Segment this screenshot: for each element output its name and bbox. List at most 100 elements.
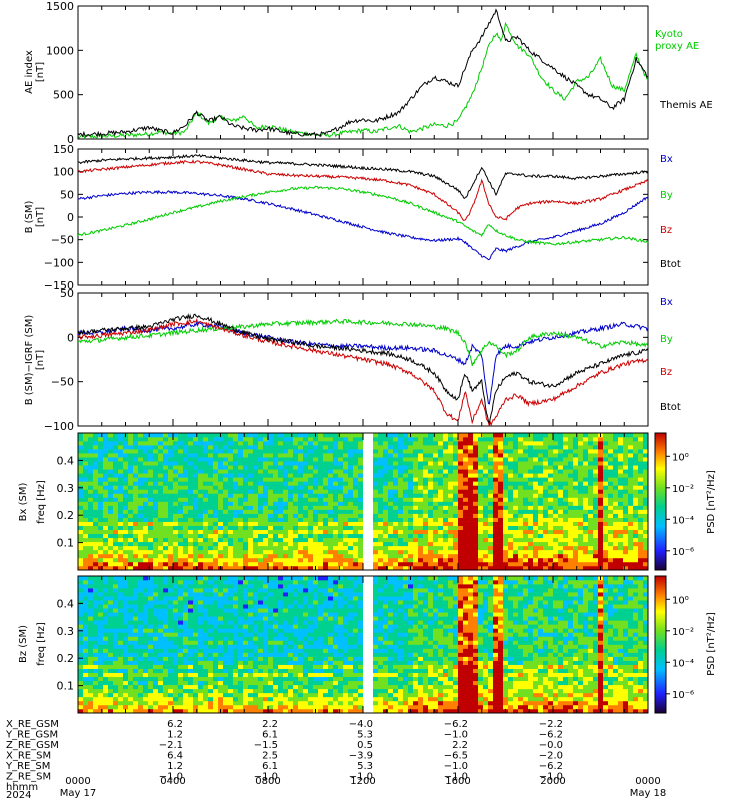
spectrogram-cell [238, 505, 244, 510]
spectrogram-cell [618, 513, 624, 518]
spectrogram-cell [118, 696, 124, 702]
spectrogram-cell [123, 465, 129, 470]
spectrogram-cell [423, 477, 429, 482]
spectrogram-cell [98, 676, 104, 682]
spectrogram-cell [433, 497, 439, 502]
spectrogram-cell [373, 525, 379, 531]
spectrogram-cell [503, 537, 509, 543]
spectrogram-cell [493, 513, 499, 518]
spectrogram-cell [578, 509, 584, 514]
spectrogram-cell [498, 481, 504, 486]
spectrogram-cell [328, 481, 334, 486]
spectrogram-cell [578, 537, 584, 543]
spectrogram-cell [343, 517, 349, 522]
spectrogram-cell [128, 533, 134, 539]
spectrogram-cell [433, 473, 439, 478]
spectrogram-cell [448, 437, 454, 442]
spectrogram-cell [628, 437, 634, 442]
spectrogram-cell [323, 449, 329, 454]
spectrogram-cell [93, 692, 99, 698]
spectrogram-cell [93, 465, 99, 470]
spectrogram-cell [328, 537, 334, 543]
spectrogram-cell [503, 545, 509, 551]
spectrogram-cell [278, 501, 284, 506]
spectrogram-cell [523, 533, 529, 539]
spectrogram-cell [93, 533, 99, 539]
spectrogram-cell [138, 545, 144, 551]
spectrogram-cell [163, 644, 169, 649]
spectrogram-cell [483, 477, 489, 482]
spectrogram-cell [208, 485, 214, 490]
spectrogram-cell [158, 684, 164, 690]
spectrogram-cell [638, 533, 644, 539]
spectrogram-cell [588, 497, 594, 502]
spectrogram-cell [188, 636, 194, 641]
spectrogram-cell [608, 445, 614, 450]
spectrogram-cell [148, 696, 154, 702]
spectrogram-cell [188, 497, 194, 502]
spectrogram-cell [273, 521, 279, 526]
spectrogram-cell [463, 481, 469, 486]
spectrogram-cell [88, 561, 94, 567]
spectrogram-cell [448, 469, 454, 474]
spectrogram-cell [488, 541, 494, 547]
spectrogram-cell [318, 557, 324, 563]
spectrogram-cell [168, 648, 174, 653]
spectrogram-cell [168, 664, 174, 669]
spectrogram-cell [203, 525, 209, 531]
spectrogram-cell [208, 453, 214, 458]
spectrogram-cell [383, 565, 389, 571]
spectrogram-cell [93, 457, 99, 462]
spectrogram-cell [343, 529, 349, 535]
spectrogram-cell [343, 489, 349, 494]
spectrogram-cell [533, 473, 539, 478]
ytick-label: 100 [53, 166, 74, 179]
spectrogram-cell [148, 652, 154, 657]
spectrogram-cell [318, 465, 324, 470]
spectrogram-cell [253, 545, 259, 551]
spectrogram-cell [438, 521, 444, 526]
spectrogram-cell [203, 684, 209, 690]
spectrogram-cell [188, 529, 194, 535]
spectrogram-cell [98, 453, 104, 458]
spectrogram-cell [208, 628, 214, 633]
spectrogram-cell [78, 660, 84, 665]
spectrogram-cell [403, 465, 409, 470]
spectrogram-cell [88, 624, 94, 629]
spectrogram-cell [148, 469, 154, 474]
spectrogram-cell [158, 592, 164, 597]
spectrogram-cell [193, 445, 199, 450]
spectrogram-cell [173, 632, 179, 637]
spectrogram-cell [503, 557, 509, 563]
spectrogram-cell [143, 636, 149, 641]
spectrogram-cell [128, 453, 134, 458]
spectrogram-cell [353, 513, 359, 518]
spectrogram-cell [83, 529, 89, 535]
spectrogram-cell [123, 620, 129, 625]
spectrogram-cell [518, 469, 524, 474]
spectrogram-cell [413, 505, 419, 510]
spectrogram-cell [193, 561, 199, 567]
spectrogram-cell [88, 664, 94, 669]
spectrogram-cell [173, 596, 179, 601]
spectrogram-cell [128, 461, 134, 466]
spectrogram-cell [443, 545, 449, 551]
spectrogram-cell [608, 485, 614, 490]
spectrogram-cell [628, 553, 634, 559]
spectrogram-cell [403, 537, 409, 543]
spectrogram-cell [173, 640, 179, 645]
spectrogram-cell [173, 445, 179, 450]
spectrogram-cell [403, 497, 409, 502]
spectrogram-cell [618, 529, 624, 535]
spectrogram-cell [433, 513, 439, 518]
spectrogram-cell [153, 676, 159, 682]
spectrogram-cell [453, 541, 459, 547]
spectrogram-cell [78, 529, 84, 535]
spectrogram-cell [328, 473, 334, 478]
spectrogram-cell [478, 457, 484, 462]
spectrogram-cell [523, 553, 529, 559]
spectrogram-cell [428, 561, 434, 567]
spectrogram-cell [533, 521, 539, 526]
spectrogram-cell [273, 485, 279, 490]
spectrogram-cell [133, 628, 139, 633]
